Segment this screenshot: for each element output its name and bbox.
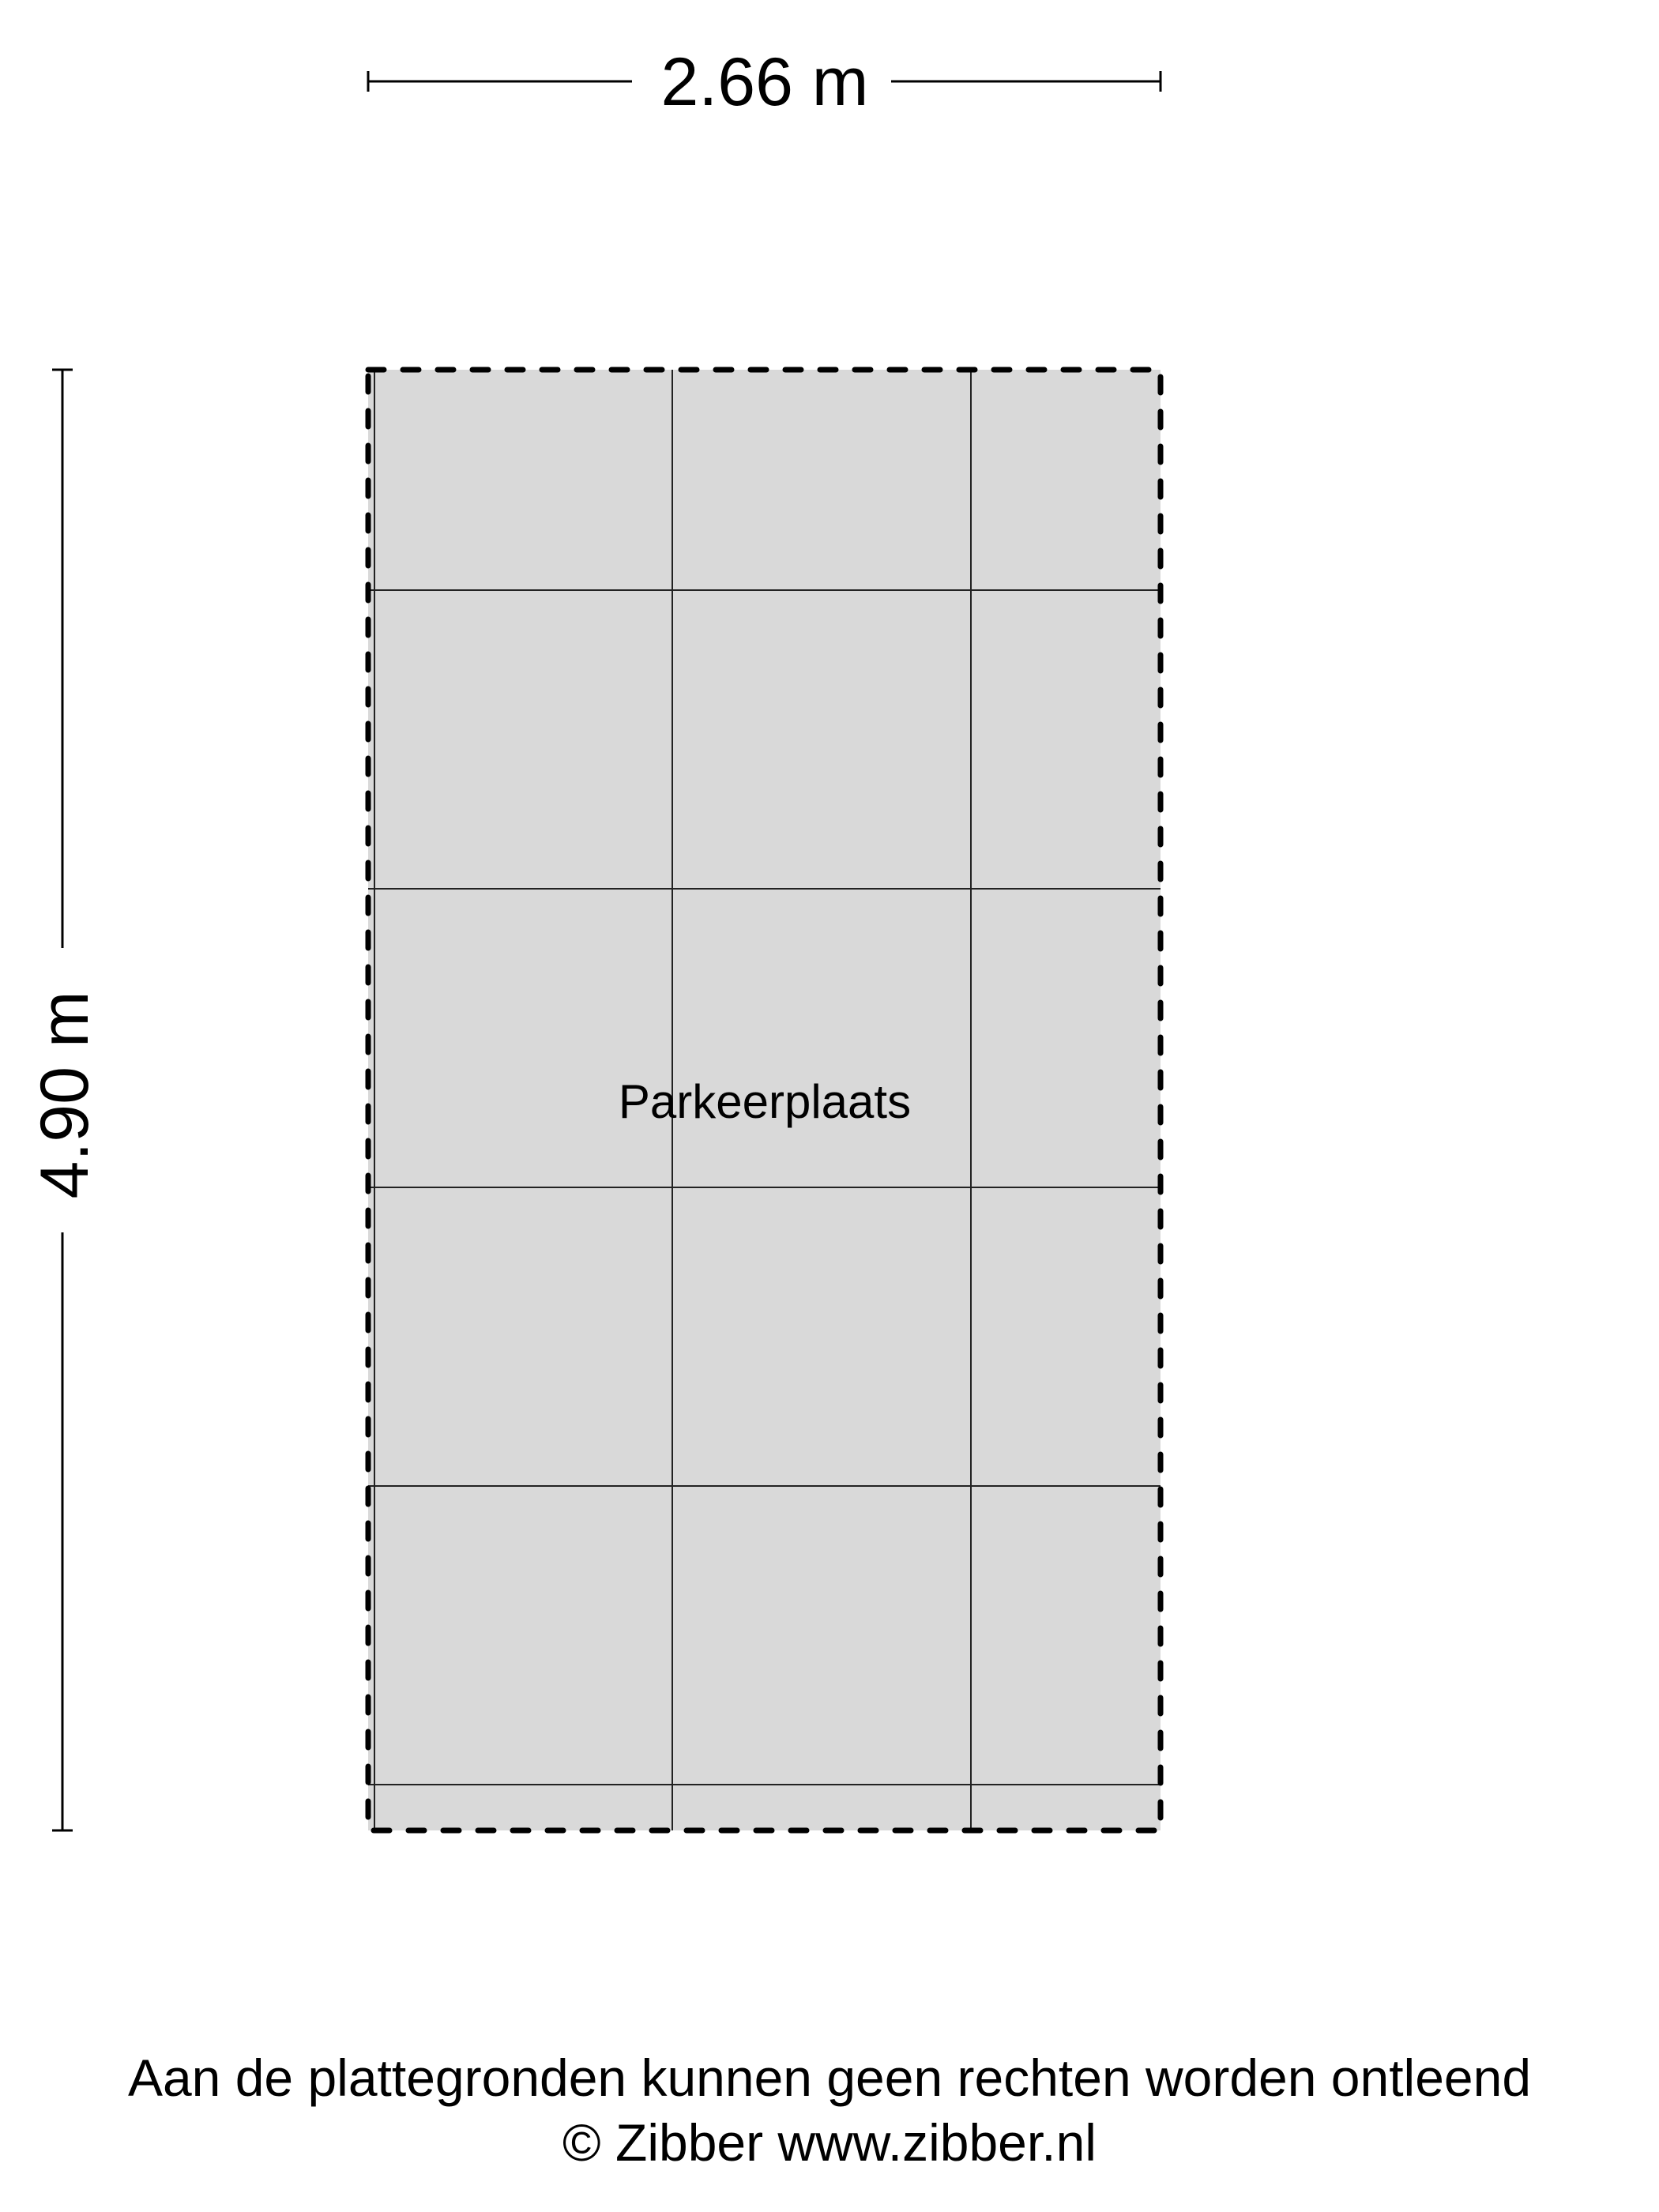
- parking-boundary-dashed: [365, 367, 1164, 1834]
- width-dimension: [367, 71, 1162, 92]
- copyright-text: © Zibber www.zibber.nl: [562, 2113, 1097, 2172]
- height-dimension: [52, 368, 73, 1832]
- tile-grid: [368, 370, 1161, 1830]
- disclaimer-text: Aan de plattegronden kunnen geen rechten…: [127, 2048, 1532, 2107]
- height-label: 4.90 m: [27, 991, 103, 1199]
- width-label: 2.66 m: [661, 44, 869, 120]
- parking-area: [368, 370, 1161, 1830]
- room-label: Parkeerplaats: [619, 1075, 911, 1128]
